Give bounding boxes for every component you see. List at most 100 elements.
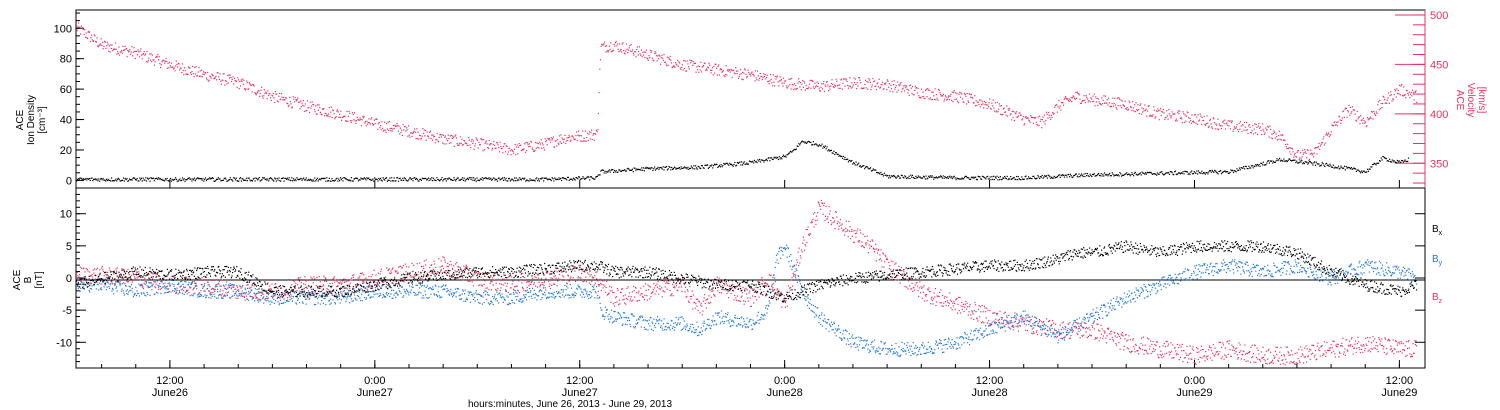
density-point — [1256, 163, 1258, 166]
density-point — [487, 178, 489, 180]
velocity-point — [948, 95, 950, 97]
bz-point — [233, 286, 235, 288]
density-point — [85, 177, 87, 179]
velocity-point — [1009, 108, 1011, 110]
density-point — [479, 178, 481, 180]
density-point — [1118, 175, 1120, 177]
density-point — [178, 179, 180, 181]
bz-point — [692, 294, 694, 296]
velocity-point — [1386, 99, 1388, 101]
bz-point — [419, 277, 421, 279]
velocity-point — [255, 94, 257, 96]
velocity-point — [259, 95, 261, 97]
velocity-point — [1016, 116, 1018, 119]
bz-point — [410, 276, 412, 278]
velocity-point — [1343, 110, 1345, 112]
velocity-point — [184, 69, 186, 72]
density-point — [1238, 169, 1240, 171]
density-point — [195, 178, 197, 180]
velocity-point — [1077, 92, 1079, 95]
bz-point — [726, 284, 728, 286]
velocity-point — [980, 99, 982, 101]
density-point — [592, 177, 594, 180]
velocity-point — [677, 59, 679, 62]
velocity-point — [1201, 123, 1203, 125]
bz-point — [523, 279, 525, 281]
velocity-point — [571, 135, 574, 137]
velocity-point — [1149, 114, 1151, 116]
density-point — [1137, 174, 1139, 176]
density-point — [558, 177, 560, 179]
density-point — [823, 145, 825, 147]
velocity-point — [1368, 118, 1370, 120]
density-point — [683, 167, 685, 169]
velocity-point — [446, 138, 448, 140]
velocity-point — [1011, 110, 1013, 113]
bz-point — [584, 270, 586, 272]
velocity-point — [586, 137, 588, 139]
density-point — [1119, 172, 1121, 174]
bz-point — [718, 277, 720, 279]
bz-point — [600, 282, 602, 284]
velocity-point — [1173, 113, 1175, 115]
velocity-point — [1045, 111, 1048, 113]
bz-point — [221, 296, 223, 298]
velocity-point — [869, 81, 871, 83]
bz-point — [90, 282, 93, 285]
velocity-point — [1304, 151, 1306, 153]
velocity-point — [756, 79, 758, 81]
bz-point — [331, 282, 333, 284]
density-point — [110, 180, 112, 182]
velocity-point — [1373, 110, 1375, 113]
bz-point — [321, 286, 323, 288]
velocity-point — [911, 92, 913, 94]
density-point — [298, 179, 300, 181]
bz-point — [183, 289, 185, 292]
bz-point — [749, 290, 751, 292]
density-point — [1388, 160, 1390, 162]
density-point — [1401, 160, 1404, 162]
bz-point — [422, 265, 424, 267]
density-point — [1308, 162, 1310, 164]
density-point — [1116, 175, 1118, 177]
bz-point — [317, 292, 319, 295]
velocity-point — [494, 144, 496, 147]
velocity-point — [1300, 158, 1302, 160]
density-point — [101, 179, 103, 181]
bz-point — [653, 287, 656, 289]
density-point — [1402, 161, 1404, 163]
bz-point — [221, 279, 223, 281]
bz-point — [469, 277, 472, 279]
density-point — [1156, 174, 1158, 176]
velocity-point — [960, 92, 962, 94]
velocity-point — [237, 77, 239, 79]
density-point — [176, 180, 178, 182]
velocity-point — [142, 54, 144, 56]
velocity-point — [207, 71, 209, 73]
velocity-point — [476, 139, 479, 141]
density-point — [797, 145, 799, 147]
velocity-point — [304, 103, 306, 105]
bz-point — [116, 267, 118, 269]
bz-point — [842, 230, 844, 232]
density-point — [1015, 179, 1017, 181]
velocity-point — [170, 66, 172, 68]
density-point — [578, 176, 580, 178]
density-point — [805, 141, 807, 143]
density-point — [485, 177, 487, 179]
velocity-point — [132, 51, 134, 53]
bz-point — [827, 216, 829, 218]
velocity-point — [1048, 112, 1050, 114]
velocity-point — [539, 143, 541, 145]
velocity-point — [558, 143, 560, 145]
velocity-tick-label-2: 450 — [1430, 59, 1448, 71]
velocity-point — [397, 130, 399, 132]
bz-point — [100, 283, 102, 285]
velocity-point — [1352, 109, 1354, 111]
velocity-point — [877, 86, 880, 88]
velocity-point — [280, 98, 282, 100]
bz-point — [333, 276, 335, 278]
velocity-point — [433, 135, 436, 137]
density-point — [1077, 176, 1079, 178]
velocity-point — [1260, 130, 1262, 132]
